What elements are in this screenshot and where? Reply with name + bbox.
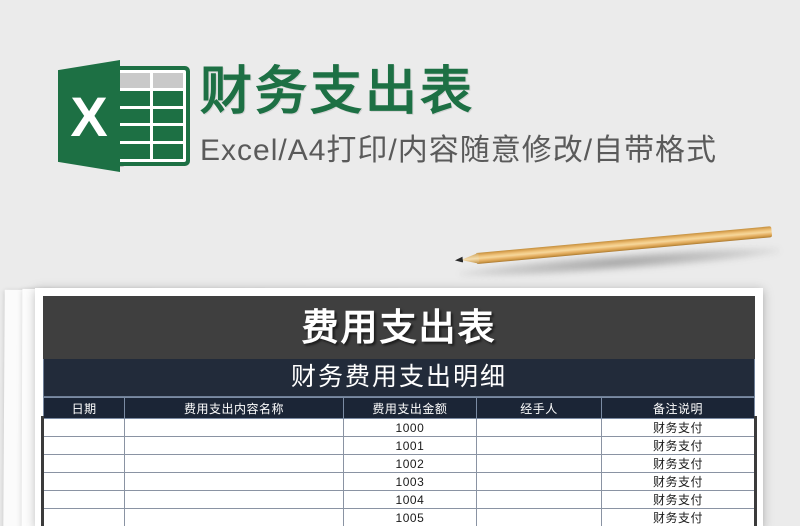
column-header-date: 日期 xyxy=(42,397,126,419)
cell-name[interactable] xyxy=(124,418,344,437)
cell-amount[interactable]: 1003 xyxy=(342,472,478,491)
cell-handler[interactable] xyxy=(476,418,602,437)
cell-amount[interactable]: 1004 xyxy=(342,490,478,509)
cell-name[interactable] xyxy=(124,472,344,491)
banner-subtitle: Excel/A4打印/内容随意修改/自带格式 xyxy=(200,134,718,167)
cell-remark[interactable]: 财务支付 xyxy=(600,508,756,526)
column-header-amount: 费用支出金额 xyxy=(342,397,478,419)
cell-handler[interactable] xyxy=(476,454,602,473)
table-row[interactable]: 1000 财务支付 xyxy=(42,418,756,437)
document-subtitle-bar: 财务费用支出明细 xyxy=(43,359,755,397)
sheet-right-edge xyxy=(754,416,757,526)
excel-logo-grid xyxy=(117,70,186,162)
cell-amount[interactable]: 1001 xyxy=(342,436,478,455)
document-title-bar: 费用支出表 xyxy=(43,296,755,359)
document-subtitle: 财务费用支出明细 xyxy=(290,363,507,391)
table-row[interactable]: 1005 财务支付 xyxy=(42,508,756,526)
cell-remark[interactable]: 财务支付 xyxy=(600,490,756,509)
document-preview[interactable]: 费用支出表 财务费用支出明细 日期 费用支出内容名称 费用支出金额 经手人 备注… xyxy=(35,288,763,526)
cell-name[interactable] xyxy=(124,436,344,455)
cell-date[interactable] xyxy=(42,508,126,526)
document-title: 费用支出表 xyxy=(301,307,497,348)
excel-logo-letter: X xyxy=(70,84,108,148)
cell-date[interactable] xyxy=(42,454,126,473)
column-header-name: 费用支出内容名称 xyxy=(124,397,344,419)
cell-amount[interactable]: 1002 xyxy=(342,454,478,473)
cell-remark[interactable]: 财务支付 xyxy=(600,454,756,473)
cell-amount[interactable]: 1005 xyxy=(342,508,478,526)
column-header-remark: 备注说明 xyxy=(600,397,756,419)
cell-date[interactable] xyxy=(42,472,126,491)
cell-date[interactable] xyxy=(42,490,126,509)
excel-logo-spreadsheet xyxy=(113,66,190,166)
cell-name[interactable] xyxy=(124,454,344,473)
column-header-handler: 经手人 xyxy=(476,397,602,419)
cell-handler[interactable] xyxy=(476,472,602,491)
sheet-left-edge xyxy=(41,416,44,526)
excel-logo-panel xyxy=(58,60,120,172)
table-row[interactable]: 1003 财务支付 xyxy=(42,472,756,491)
table-row[interactable]: 1004 财务支付 xyxy=(42,490,756,509)
cell-remark[interactable]: 财务支付 xyxy=(600,472,756,491)
excel-logo-icon: X xyxy=(58,60,190,172)
cell-name[interactable] xyxy=(124,508,344,526)
cell-remark[interactable]: 财务支付 xyxy=(600,418,756,437)
cell-handler[interactable] xyxy=(476,436,602,455)
cell-remark[interactable]: 财务支付 xyxy=(600,436,756,455)
cell-date[interactable] xyxy=(42,418,126,437)
table-row[interactable]: 1002 财务支付 xyxy=(42,454,756,473)
cell-amount[interactable]: 1000 xyxy=(342,418,478,437)
banner-title: 财务支出表 xyxy=(200,63,476,121)
expense-detail-table[interactable]: 日期 费用支出内容名称 费用支出金额 经手人 备注说明 1000 财务支付 10… xyxy=(42,397,756,526)
promo-banner: X 财务支出表 Excel/A4打印/内容随意修改/自带格式 xyxy=(0,0,800,228)
cell-handler[interactable] xyxy=(476,490,602,509)
table-body: 1000 财务支付 1001 财务支付 1002 财务支付 xyxy=(42,418,756,526)
table-header-row: 日期 费用支出内容名称 费用支出金额 经手人 备注说明 xyxy=(42,397,756,419)
cell-handler[interactable] xyxy=(476,508,602,526)
cell-name[interactable] xyxy=(124,490,344,509)
cell-date[interactable] xyxy=(42,436,126,455)
table-row[interactable]: 1001 财务支付 xyxy=(42,436,756,455)
pencil-lead xyxy=(455,257,464,264)
